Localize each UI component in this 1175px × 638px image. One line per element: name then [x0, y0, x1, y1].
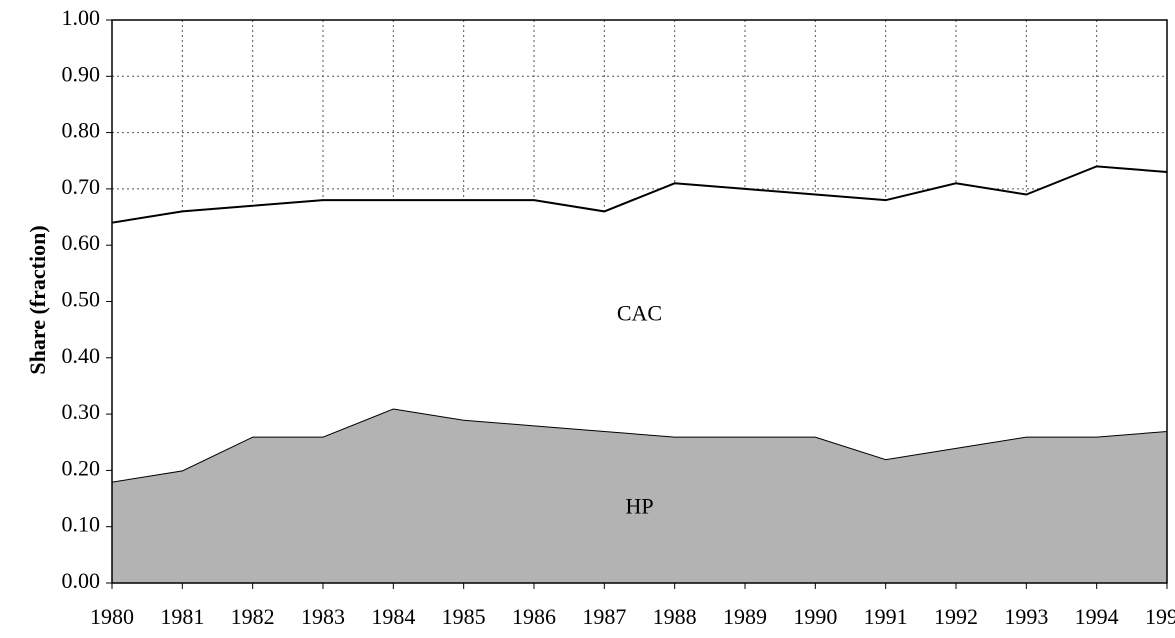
x-tick-label: 1986 [512, 604, 556, 629]
area-line [111, 165, 1168, 224]
y-tick-label: 0.60 [62, 230, 101, 255]
x-tick-label: 1983 [301, 604, 345, 629]
area [112, 408, 1167, 583]
y-tick-label: 0.40 [62, 343, 101, 368]
x-tick-label: 1988 [653, 604, 697, 629]
area [112, 166, 1167, 482]
x-tick-label: 1992 [934, 604, 978, 629]
y-tick-label: 0.00 [62, 568, 101, 593]
plot-frame [111, 19, 1168, 584]
y-tick-label: 0.20 [62, 455, 101, 480]
y-tick-label: 0.10 [62, 512, 101, 537]
y-tick-label: 0.80 [62, 118, 101, 143]
y-tick-label: 0.90 [62, 61, 101, 86]
series-label: CAC [617, 301, 662, 326]
x-tick-label: 1982 [231, 604, 275, 629]
x-tick-label: 1994 [1075, 604, 1119, 629]
y-axis-label: Share (fraction) [25, 225, 50, 374]
x-tick-label: 1991 [864, 604, 908, 629]
x-tick-label: 1995 [1145, 604, 1175, 629]
y-tick-label: 0.50 [62, 287, 101, 312]
x-tick-label: 1993 [1004, 604, 1048, 629]
x-tick-label: 1981 [160, 604, 204, 629]
x-tick-label: 1985 [442, 604, 486, 629]
y-tick-label: 0.30 [62, 399, 101, 424]
x-tick-label: 1990 [793, 604, 837, 629]
y-tick-label: 1.00 [62, 5, 101, 30]
x-tick-label: 1987 [582, 604, 626, 629]
x-tick-label: 1984 [371, 604, 415, 629]
x-tick-label: 1989 [723, 604, 767, 629]
x-tick-label: 1980 [90, 604, 134, 629]
series-label: HP [625, 493, 653, 518]
y-tick-label: 0.70 [62, 174, 101, 199]
